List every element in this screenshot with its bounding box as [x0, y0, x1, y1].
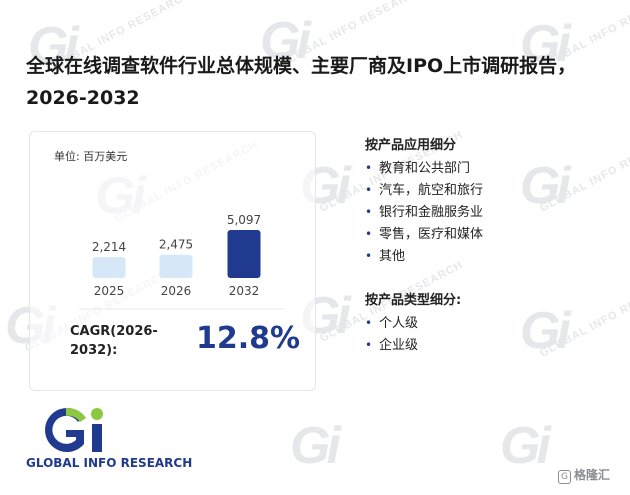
gi-logo-icon: [45, 407, 103, 452]
data-label-2032: 5,097: [227, 213, 261, 227]
application-segment-item: 银行和金融服务业: [365, 201, 483, 223]
category-label-2032: 2032: [229, 284, 260, 298]
badge-text: 格隆汇: [573, 468, 610, 482]
application-segment-item: 其他: [365, 245, 483, 267]
cagr-label: CAGR(2026-2032):: [70, 324, 158, 358]
bar-2025: [92, 257, 126, 278]
data-label-2025: 2,214: [92, 240, 126, 254]
data-label-2026: 2,475: [159, 238, 193, 252]
bar-chart: 2,214 2025 2,475 2026 5,097 2032: [79, 213, 284, 310]
type-segment-item: 企业级: [365, 334, 418, 356]
gelonghui-logo-icon: G: [558, 470, 571, 484]
category-label-2025: 2025: [94, 284, 125, 298]
type-segment-list: 个人级企业级: [365, 312, 418, 356]
watermark: Gi: [500, 417, 551, 475]
application-segment-item: 汽车，航空和旅行: [365, 179, 483, 201]
unit-label: 单位: 百万美元: [54, 150, 128, 163]
category-label-2026: 2026: [161, 284, 192, 298]
logo-text: GLOBAL INFO RESEARCH: [26, 456, 193, 470]
watermark: Gi: [290, 417, 341, 475]
cagr-value: 12.8%: [196, 321, 301, 356]
page-title: 全球在线调查软件行业总体规模、主要厂商及IPO上市调研报告，2026-2032: [26, 55, 577, 109]
application-segment-item: 教育和公共部门: [365, 157, 483, 179]
bar-2032: [227, 230, 261, 278]
type-segment-item: 个人级: [365, 312, 418, 334]
application-segment-item: 零售，医疗和媒体: [365, 223, 483, 245]
application-segment-list: 教育和公共部门汽车，航空和旅行银行和金融服务业零售，医疗和媒体其他: [365, 157, 483, 267]
application-segment-title: 按产品应用细分: [365, 138, 457, 153]
bar-2026: [159, 254, 193, 278]
type-segment-title: 按产品类型细分:: [365, 293, 462, 308]
gelonghui-badge: G 格隆汇: [558, 466, 610, 484]
